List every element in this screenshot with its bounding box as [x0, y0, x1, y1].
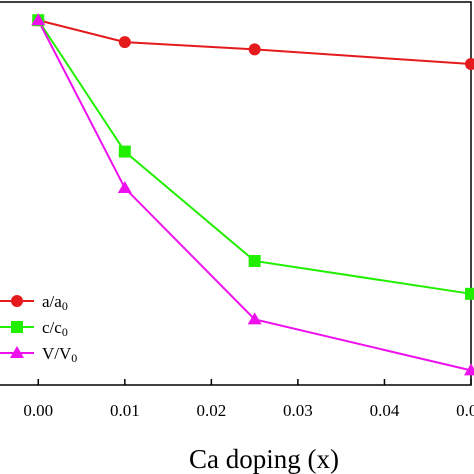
data-point-series-1	[465, 58, 474, 71]
data-point-series-3	[247, 312, 262, 325]
x-tick-label: 0.04	[370, 401, 400, 420]
data-point-series-2	[248, 254, 261, 267]
data-point-series-1	[118, 36, 131, 49]
x-tick-label: 0.01	[110, 401, 140, 420]
data-point-series-1	[248, 43, 261, 56]
x-tick-label: 0.03	[283, 401, 313, 420]
legend-label: c/c0	[42, 318, 68, 339]
series-line-3	[37, 19, 472, 372]
x-tick-label: 0.00	[23, 401, 53, 420]
x-axis-title: Ca doping (x)	[189, 444, 339, 474]
series-line-1	[38, 19, 472, 66]
series-layer	[31, 13, 474, 376]
legend-marker	[11, 295, 23, 307]
legend-label: a/a0	[42, 292, 68, 313]
series-line-2	[37, 19, 472, 295]
data-point-series-3	[117, 181, 132, 194]
x-axis-ticks: 0.00 0.01 0.02 0.03 0.04 0.05	[23, 379, 474, 420]
legend-label: V/V0	[42, 344, 77, 365]
x-tick-label: 0.02	[196, 401, 226, 420]
legend-marker	[11, 321, 23, 333]
data-point-series-2	[465, 287, 474, 300]
x-tick-label: 0.05	[456, 401, 474, 420]
data-point-series-2	[118, 145, 131, 158]
legend: a/a0 c/c0 V/V0	[0, 292, 77, 365]
data-point-series-3	[464, 363, 474, 376]
plot-frame	[0, 1, 472, 386]
legend-marker	[10, 346, 24, 358]
data-point-series-3	[31, 13, 46, 26]
